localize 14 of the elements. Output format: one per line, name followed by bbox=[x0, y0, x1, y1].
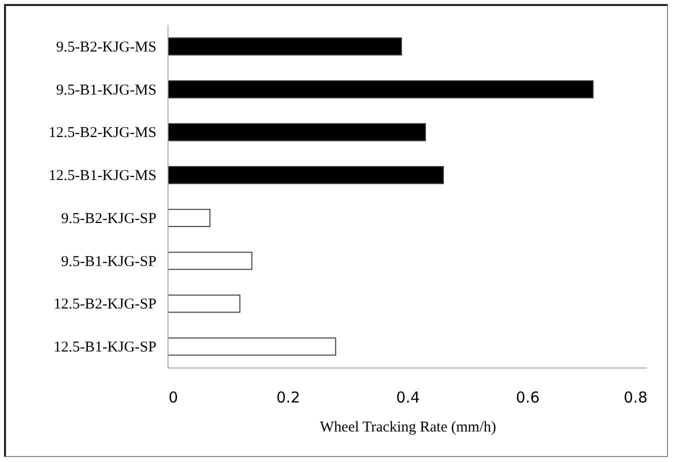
x-tick-label: 0.8 bbox=[624, 388, 648, 406]
y-tick-label: 9.5-B2-KJG-MS bbox=[56, 39, 156, 56]
x-tick-label: 0.2 bbox=[276, 388, 300, 406]
y-tick-label: 12.5-B2-KJG-MS bbox=[48, 125, 156, 142]
x-axis-title: Wheel Tracking Rate (mm/h) bbox=[320, 420, 496, 436]
y-tick-label: 9.5-B2-KJG-SP bbox=[61, 210, 156, 227]
y-tick-label: 9.5-B1-KJG-SP bbox=[61, 254, 156, 270]
y-tick-label: 12.5-B1-KJG-SP bbox=[54, 340, 156, 356]
x-tick-label: 0.4 bbox=[396, 388, 420, 406]
x-tick-label: 0 bbox=[168, 388, 178, 406]
y-tick-label: 9.5-B1-KJG-MS bbox=[56, 82, 156, 98]
y-tick-label: 12.5-B2-KJG-SP bbox=[54, 296, 156, 313]
x-tick-label: 0.6 bbox=[516, 388, 540, 406]
y-tick-label: 12.5-B1-KJG-MS bbox=[48, 168, 156, 184]
